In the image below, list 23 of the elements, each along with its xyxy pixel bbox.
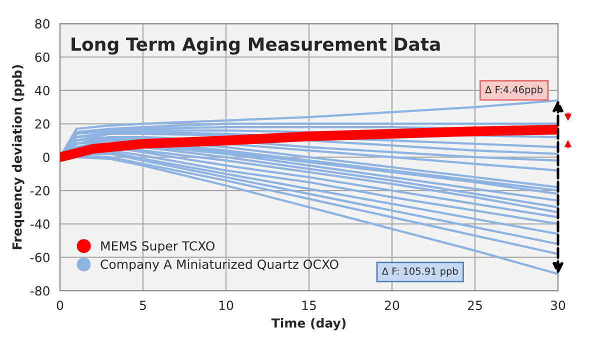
x-tick-label: 0: [56, 300, 64, 310]
annotation: Δ F:4.46ppb: [485, 86, 543, 96]
y-tick-label: 20: [35, 119, 50, 129]
x-tick-label: 10: [219, 300, 234, 310]
y-tick-label: -20: [30, 186, 50, 196]
text: Long Term Aging Measurement Data: [72, 37, 440, 55]
annotation: Δ F: 105.91 ppb: [382, 267, 458, 277]
x-tick-label: 15: [302, 300, 316, 310]
legend-label: Company A Miniaturized Quartz OCXO: [100, 259, 338, 272]
y-tick-label: 0: [43, 152, 50, 162]
y-tick-label: -40: [30, 219, 50, 229]
y-tick-label: 80: [35, 19, 50, 29]
x-tick-label: 5: [140, 300, 146, 310]
x-tick-label: 25: [468, 300, 482, 310]
x-tick-label: 20: [384, 300, 400, 310]
y-tick-label: 40: [34, 86, 50, 96]
y-tick-label: -60: [30, 252, 50, 262]
y-axis-title: Frequency deviation (ppb): [12, 65, 24, 250]
x-tick-label: 30: [551, 300, 566, 310]
legend-label: MEMS Super TCXO: [101, 241, 214, 254]
y-tick-label: -80: [30, 286, 50, 296]
y-tick-label: 60: [35, 52, 50, 62]
x-axis-title: Time (day): [271, 318, 346, 330]
